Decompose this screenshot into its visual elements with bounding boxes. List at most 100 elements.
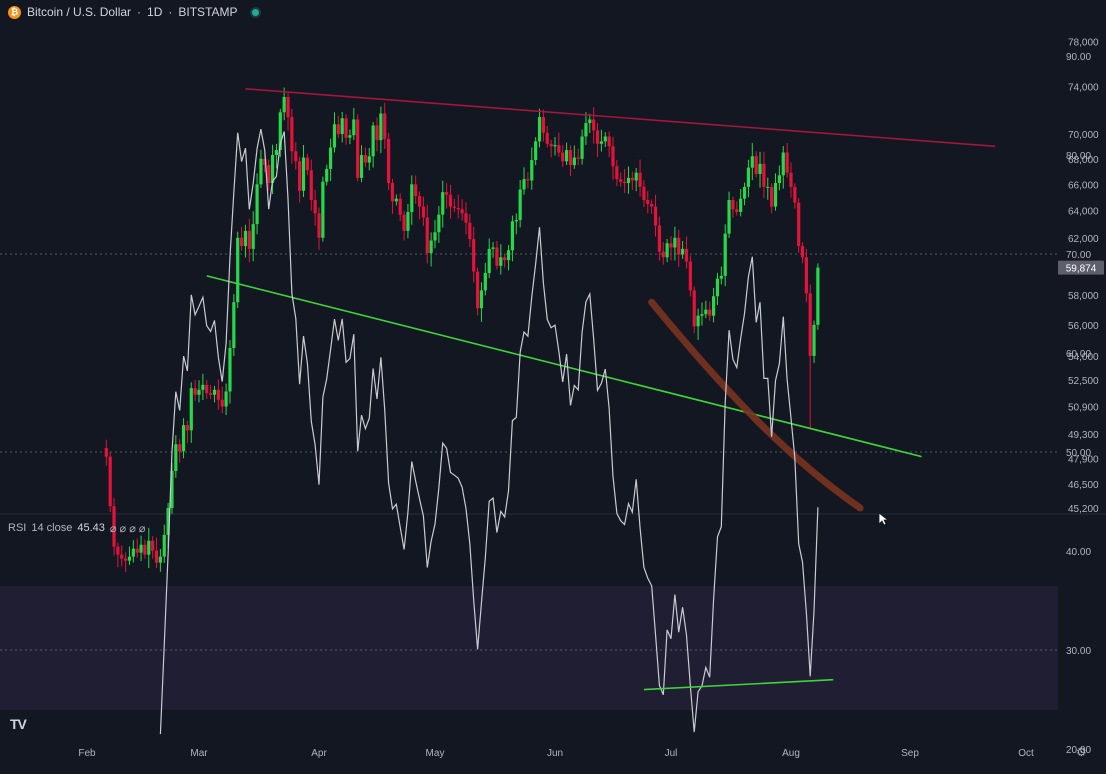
candle-body: [503, 257, 507, 261]
candle: [499, 244, 503, 275]
candle-body: [236, 237, 240, 303]
time-tick-label: Oct: [1018, 748, 1034, 759]
candle-body: [661, 251, 665, 258]
candle-body: [735, 209, 739, 212]
price-tick-label: 64,000: [1068, 207, 1099, 218]
candle-body: [475, 271, 480, 309]
rsi-tick-label: 80.00: [1066, 151, 1091, 162]
price-tick-label: 78,000: [1068, 37, 1099, 48]
candle-body: [773, 183, 778, 207]
candle-body: [441, 192, 445, 215]
candles[interactable]: [104, 87, 820, 573]
candle-body: [348, 135, 352, 138]
candle: [592, 107, 596, 144]
candle-body: [634, 172, 638, 181]
candle-body: [259, 158, 263, 185]
candle-body: [704, 309, 708, 315]
candle: [565, 142, 569, 166]
candle: [332, 112, 337, 153]
candle: [770, 183, 774, 214]
rsi-pane[interactable]: [159, 128, 834, 735]
trendlines[interactable]: [206, 88, 996, 512]
candle-body: [212, 389, 217, 395]
candle: [503, 253, 507, 268]
rsi-axis[interactable]: 20.00 30.00 40.00 50.00 60.00 70.00 80.00 90.00: [1066, 52, 1091, 756]
candle-body: [224, 391, 228, 407]
rsi-params: 14 close: [31, 522, 73, 534]
candle-body: [383, 113, 387, 139]
candle: [425, 204, 429, 264]
candle: [243, 224, 248, 258]
candle: [595, 123, 600, 158]
candle-body: [332, 124, 337, 148]
candle-body: [394, 198, 398, 202]
time-axis[interactable]: Feb Mar Apr May Jun Jul Aug Sep Oct: [78, 748, 1034, 759]
settings-icon[interactable]: ⚙: [1076, 745, 1087, 759]
candle-body: [789, 172, 793, 187]
candle: [410, 175, 414, 225]
candle-body: [270, 155, 275, 184]
candle: [321, 176, 325, 242]
candle-body: [421, 206, 425, 218]
price-axis[interactable]: 45,200 46,500 47,900 49,300 50,900 52,500 54,0…: [1068, 37, 1099, 515]
symbol-name[interactable]: Bitcoin / U.S. Dollar: [27, 5, 132, 19]
candle-body: [452, 206, 456, 208]
candle: [472, 226, 476, 283]
candle: [545, 125, 549, 148]
candle-body: [785, 152, 789, 173]
candle: [329, 138, 333, 181]
candle-body: [456, 207, 460, 210]
candle: [785, 143, 789, 178]
candle-body: [313, 200, 317, 214]
candle: [151, 536, 155, 559]
rsi-tick-label: 50.00: [1066, 448, 1091, 459]
price-tick-label: 50,900: [1068, 402, 1099, 413]
candle: [773, 173, 778, 211]
candle-body: [653, 206, 658, 226]
candle: [460, 199, 464, 221]
candle: [437, 206, 441, 243]
candle: [220, 386, 224, 414]
interval-label[interactable]: 1D: [147, 5, 163, 19]
candle-body: [460, 209, 464, 214]
candle: [746, 159, 751, 198]
candle: [387, 132, 391, 191]
candle: [708, 301, 712, 321]
candle: [518, 179, 522, 228]
candle-body: [800, 246, 805, 258]
price-tick-label: 74,000: [1068, 82, 1099, 93]
rsi-divergence-line: [643, 678, 834, 691]
tradingview-logo-icon[interactable]: TV: [10, 716, 27, 732]
candle-body: [584, 123, 588, 137]
candle-body: [615, 166, 619, 180]
candle-body: [541, 117, 545, 133]
price-tick-label: 58,000: [1068, 291, 1099, 302]
candle: [677, 229, 681, 267]
candle-body: [812, 324, 816, 356]
candle: [553, 137, 557, 156]
candle: [394, 194, 398, 206]
candle-body: [568, 150, 573, 166]
rsi-legend[interactable]: RSI 14 close 45.43 ⌀ ⌀ ⌀ ⌀: [8, 522, 146, 535]
candle: [506, 244, 511, 271]
candle: [305, 153, 309, 176]
rsi-tick-label: 60.00: [1066, 349, 1091, 360]
candle-body: [588, 119, 592, 124]
candle: [255, 173, 259, 235]
candle-body: [742, 186, 747, 199]
candle-body: [719, 275, 723, 279]
candle: [371, 121, 375, 168]
candle-body: [367, 156, 371, 163]
candle-body: [371, 125, 375, 157]
candle-body: [708, 309, 712, 316]
candle: [696, 308, 700, 340]
candle: [178, 439, 182, 463]
candle-body: [104, 448, 108, 457]
candle-body: [294, 151, 298, 162]
candle-body: [530, 160, 534, 181]
candle-body: [804, 257, 808, 294]
rsi-tick-label: 20.00: [1066, 745, 1091, 756]
candle: [185, 420, 190, 444]
candle-body: [108, 456, 112, 507]
